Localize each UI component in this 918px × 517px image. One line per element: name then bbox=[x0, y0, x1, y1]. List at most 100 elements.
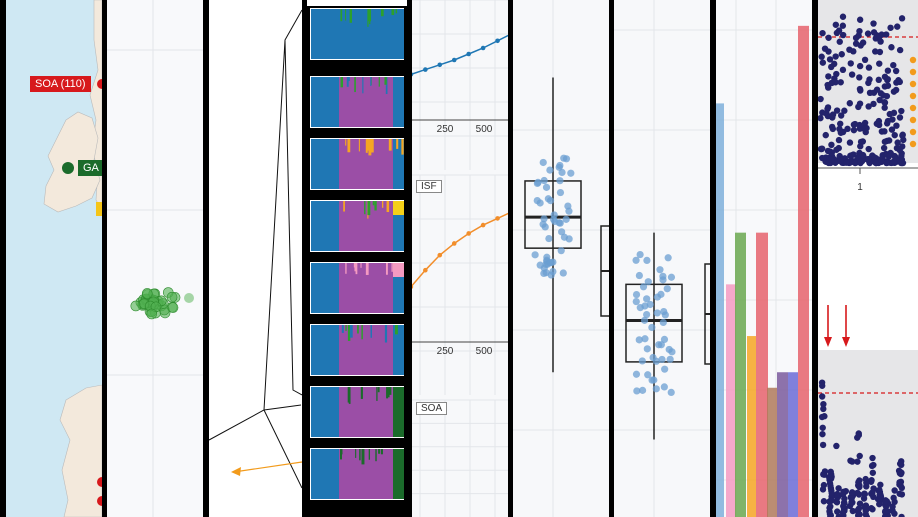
structure-block-right bbox=[393, 77, 404, 127]
snp-point bbox=[820, 400, 827, 408]
snp-point bbox=[896, 490, 903, 497]
snp-point bbox=[843, 159, 850, 166]
snp-point bbox=[833, 499, 841, 506]
jitter-point bbox=[652, 385, 660, 393]
structure-block-blue bbox=[311, 201, 339, 251]
structure-accent bbox=[380, 449, 383, 455]
snp-point bbox=[870, 29, 878, 36]
snp-point bbox=[819, 430, 826, 438]
snp-point bbox=[898, 152, 905, 160]
jitter-point bbox=[556, 219, 564, 227]
snp-point bbox=[836, 125, 843, 133]
snp-point bbox=[892, 67, 900, 75]
map-label-soa: SOA (110) bbox=[30, 76, 91, 92]
snp-point bbox=[841, 107, 848, 114]
snp-point bbox=[866, 76, 873, 83]
snp-point bbox=[856, 500, 864, 507]
snp-point bbox=[896, 460, 904, 467]
series-line bbox=[412, 212, 508, 287]
structure-svg bbox=[307, 0, 407, 500]
snp-point bbox=[899, 131, 906, 138]
jitter-point bbox=[536, 261, 544, 269]
snp-point bbox=[891, 510, 898, 517]
snp-point bbox=[834, 508, 841, 515]
snp-point bbox=[833, 146, 840, 153]
bar bbox=[726, 284, 736, 517]
snp-point bbox=[846, 139, 854, 146]
series-point bbox=[437, 62, 443, 68]
snp-point bbox=[865, 103, 872, 110]
snp-point bbox=[848, 152, 855, 159]
structure-accent bbox=[378, 449, 381, 454]
snp-point bbox=[855, 431, 862, 439]
jitter-point bbox=[557, 247, 565, 255]
boxplot-panel-1 bbox=[513, 0, 609, 517]
structure-accent bbox=[378, 77, 380, 87]
structure-panel bbox=[307, 0, 407, 517]
snp-point bbox=[875, 117, 883, 125]
tree-panel bbox=[209, 0, 302, 517]
structure-block-blue bbox=[311, 263, 339, 313]
structure-accent bbox=[370, 325, 372, 338]
structure-block-right bbox=[393, 325, 404, 375]
snp-point bbox=[890, 88, 898, 95]
structure-accent bbox=[345, 9, 347, 21]
structure-accent bbox=[376, 387, 378, 401]
jitter-point bbox=[644, 278, 652, 286]
snp-point bbox=[840, 502, 847, 510]
jitter-point bbox=[549, 267, 557, 276]
snp-point bbox=[890, 109, 898, 117]
jitter-point bbox=[556, 177, 564, 185]
snp-point bbox=[854, 458, 861, 465]
bar bbox=[756, 232, 768, 517]
snp-point bbox=[837, 79, 844, 86]
snp-point bbox=[863, 479, 870, 486]
tree-branch-highlight bbox=[233, 461, 302, 473]
structure-block-purple bbox=[339, 201, 393, 251]
structure-accent bbox=[340, 449, 343, 455]
structure-accent bbox=[367, 9, 369, 27]
bar bbox=[788, 372, 798, 517]
snp-point bbox=[881, 104, 888, 111]
jitter-point bbox=[633, 387, 641, 395]
snp-point bbox=[839, 509, 847, 516]
snp-point bbox=[848, 489, 856, 496]
bar bbox=[716, 103, 724, 517]
snp-point bbox=[880, 144, 888, 152]
structure-block-purple bbox=[339, 387, 393, 437]
snp-point bbox=[824, 105, 831, 113]
tree-branch bbox=[209, 9, 302, 489]
snp-point bbox=[894, 23, 901, 30]
snp-point bbox=[839, 22, 847, 29]
structure-block-dkgreen bbox=[393, 449, 404, 499]
jitter-point bbox=[559, 269, 567, 277]
series-point bbox=[423, 267, 428, 273]
jitter-point bbox=[546, 197, 555, 205]
jitter-point bbox=[638, 357, 646, 365]
structure-accent bbox=[401, 139, 404, 155]
snp-point bbox=[865, 145, 872, 153]
snp-point bbox=[890, 494, 897, 502]
structure-accent bbox=[377, 387, 380, 393]
snp-point bbox=[836, 38, 843, 45]
structure-accent bbox=[396, 139, 399, 149]
snp-point bbox=[887, 24, 894, 31]
snp-point bbox=[839, 13, 847, 20]
snp-point bbox=[820, 405, 827, 413]
jitter-point bbox=[665, 345, 673, 354]
jitter-point bbox=[638, 386, 647, 394]
curve-svg: 250 500 250 500 bbox=[412, 0, 508, 517]
snp-point bbox=[869, 454, 876, 462]
pca-point bbox=[167, 302, 179, 313]
jitter-point bbox=[560, 233, 569, 241]
snp-point bbox=[856, 477, 863, 484]
snp-point bbox=[898, 107, 905, 115]
snp-point bbox=[890, 61, 897, 69]
snp-point bbox=[898, 15, 906, 22]
structure-accent bbox=[345, 139, 347, 146]
structure-accent bbox=[360, 387, 363, 399]
structure-accent bbox=[386, 201, 390, 213]
pca-point bbox=[146, 308, 157, 320]
structure-accent bbox=[360, 263, 362, 268]
snp-point bbox=[848, 71, 856, 78]
